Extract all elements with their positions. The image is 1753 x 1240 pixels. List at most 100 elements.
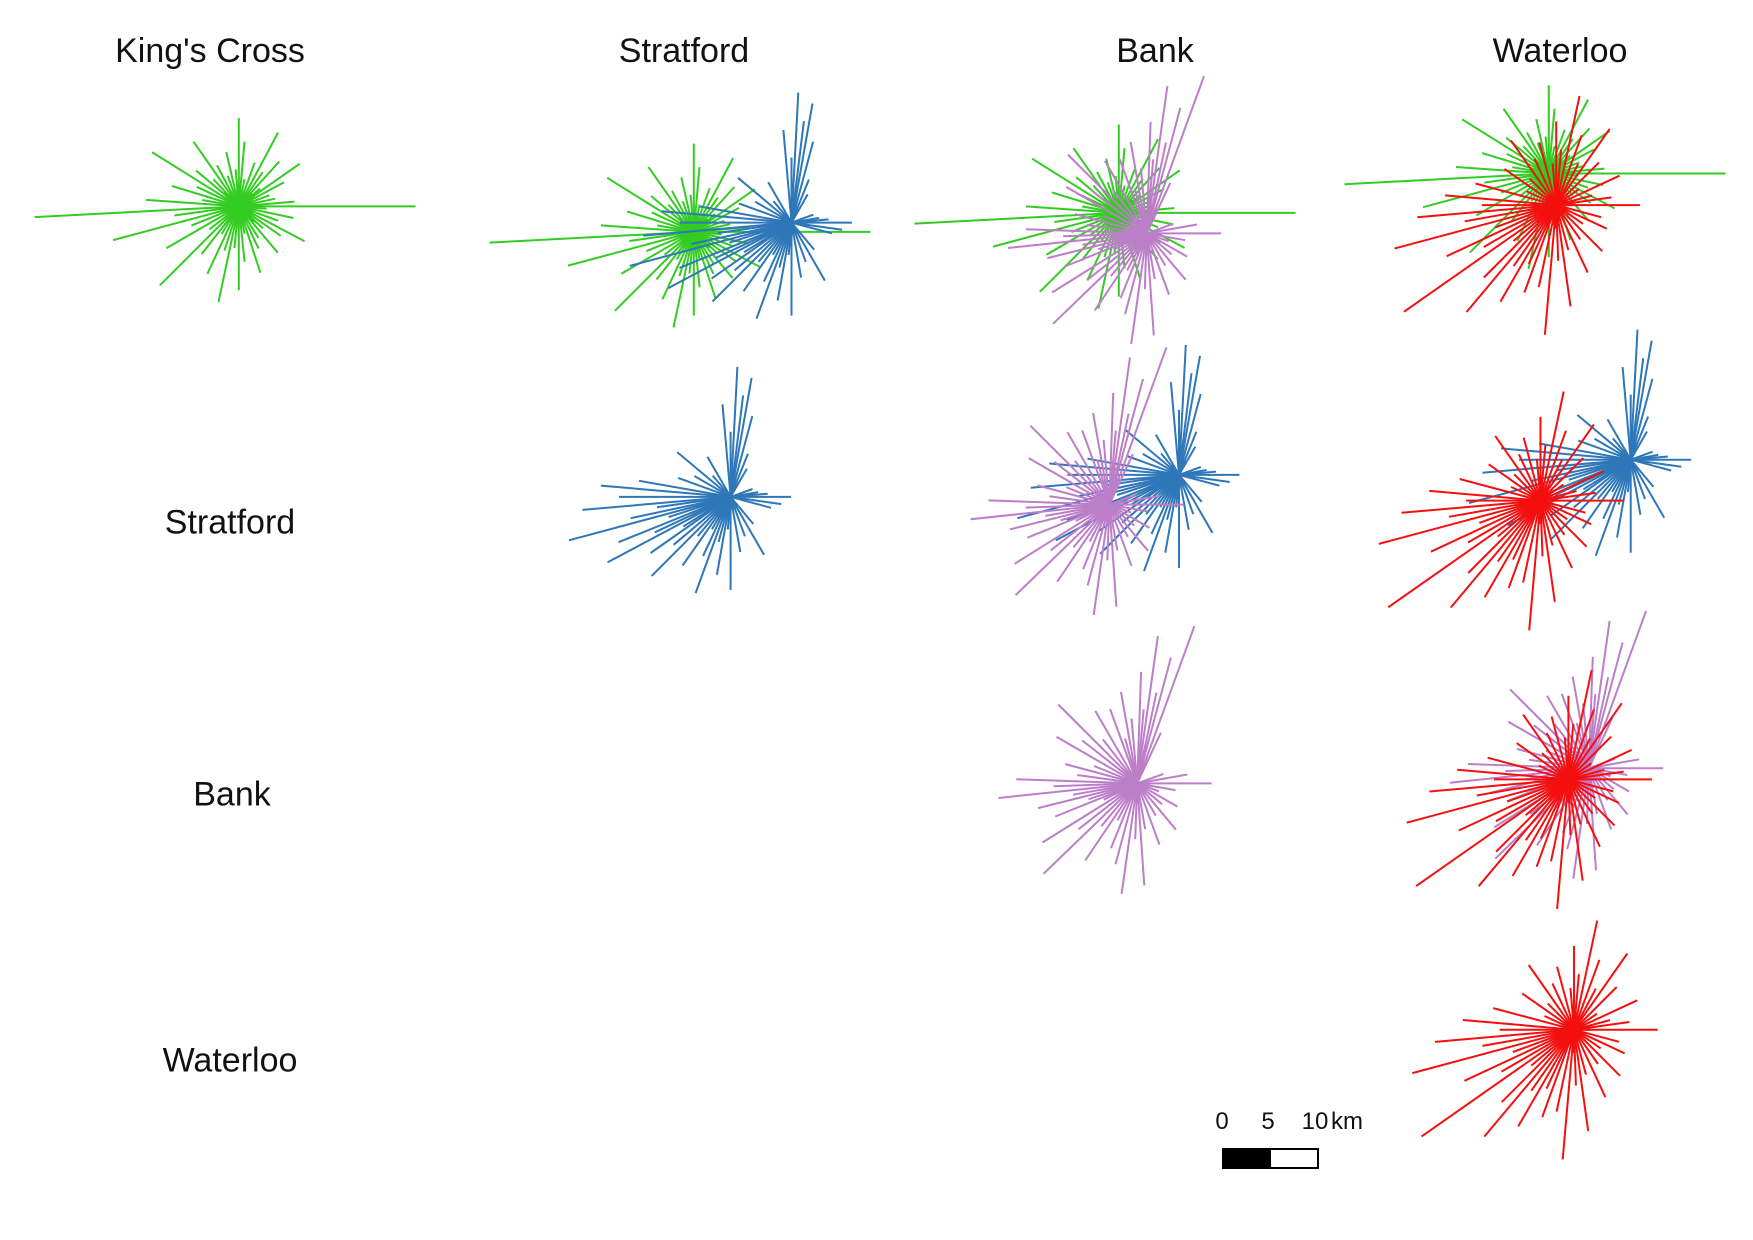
desire-lines-canvas (1406, 610, 1664, 910)
desire-line (237, 162, 256, 207)
desire-line (1610, 458, 1631, 464)
desire-line (1567, 778, 1594, 815)
desire-line (1081, 739, 1138, 785)
desire-line (782, 129, 793, 223)
desire-line (1146, 222, 1174, 235)
desire-line (1573, 1028, 1620, 1043)
desire-line (646, 230, 695, 253)
desire-line (1629, 340, 1653, 460)
desire-line (790, 222, 826, 282)
desire-line (1056, 736, 1138, 785)
desire-line (729, 496, 742, 553)
desire-line (730, 495, 782, 506)
desire-line (1520, 499, 1541, 509)
desire-line (1573, 1029, 1599, 1065)
desire-line (1118, 158, 1148, 234)
desire-line (1067, 153, 1148, 235)
desire-line (988, 499, 1110, 506)
desire-line (238, 205, 294, 219)
desire-line (742, 222, 793, 292)
plot-kings-cross-bank (900, 75, 1310, 345)
desire-line (1539, 499, 1588, 548)
desire-line (1145, 232, 1187, 281)
desire-line (1500, 447, 1631, 461)
desire-line (1037, 782, 1138, 810)
desire-line (1429, 778, 1569, 793)
desire-line (1065, 186, 1148, 235)
desire-line (693, 218, 708, 233)
desire-line (647, 166, 695, 233)
desire-line (1537, 204, 1558, 288)
desire-line (1458, 778, 1569, 832)
desire-line (626, 210, 695, 233)
desire-line (1111, 188, 1148, 235)
desire-line (1042, 782, 1138, 875)
desire-line (225, 151, 240, 207)
desire-line (1037, 484, 1110, 506)
row-label-bank: Bank (193, 775, 271, 814)
desire-line (693, 475, 732, 498)
scale-bar-label-0: 0 (1215, 1108, 1229, 1135)
plot-kings-cross-stratford (480, 85, 880, 335)
plot-kings-cross (10, 85, 440, 335)
desire-line (1429, 489, 1541, 502)
desire-line (1567, 669, 1593, 780)
desire-line (1467, 499, 1542, 574)
desire-line (200, 205, 240, 255)
desire-line (1573, 1028, 1626, 1055)
desire-line (1573, 1029, 1607, 1098)
desire-line (1051, 232, 1148, 294)
desire-line (112, 205, 240, 242)
desire-line (1555, 204, 1602, 219)
desire-line (1573, 952, 1629, 1031)
desire-line (1554, 1028, 1575, 1038)
scale-bar-segment-0-5 (1224, 1150, 1271, 1167)
desire-line (737, 177, 793, 224)
desire-line (1104, 160, 1148, 234)
desire-line (1535, 779, 1570, 868)
desire-line (1567, 737, 1592, 780)
scale-bar-rule (1222, 1148, 1319, 1169)
desire-line (1039, 212, 1120, 293)
desire-line (1577, 439, 1632, 461)
desire-line (1536, 204, 1557, 214)
desire-lines-canvas (1412, 920, 1658, 1160)
desire-line (629, 221, 792, 267)
desire-line (791, 221, 833, 235)
desire-line (1553, 1028, 1575, 1048)
desire-line (1045, 212, 1120, 256)
desire-line (1629, 378, 1654, 460)
desire-line (1412, 1028, 1575, 1075)
desire-line (1567, 778, 1616, 827)
desire-line (1516, 742, 1569, 781)
desire-line (1555, 174, 1620, 207)
desire-line (1143, 474, 1180, 572)
desire-line (1136, 760, 1145, 784)
desire-line (1555, 204, 1604, 252)
desire-line (1566, 767, 1590, 850)
desire-line (238, 200, 295, 208)
desire-line (1136, 671, 1143, 784)
desire-line (692, 157, 734, 233)
desire-line (729, 453, 749, 498)
desire-line (1136, 782, 1178, 808)
desire-line (1146, 223, 1198, 235)
desire-line (771, 221, 792, 227)
desire-line (1049, 495, 1110, 506)
desire-line (638, 479, 731, 498)
desire-line (1091, 189, 1148, 235)
desire-line (567, 230, 695, 267)
desire-line (1573, 1019, 1611, 1031)
desire-line (1587, 717, 1614, 769)
desire-line (1503, 168, 1557, 206)
desire-line (1169, 382, 1180, 475)
desire-line (678, 216, 695, 233)
desire-line (1164, 474, 1180, 553)
desire-line (1136, 783, 1146, 886)
desire-line (1555, 163, 1579, 206)
desire-line (1178, 474, 1203, 503)
desire-line (151, 151, 240, 208)
desire-lines-canvas (998, 625, 1212, 895)
desire-line (238, 205, 305, 243)
desire-line (677, 476, 731, 498)
